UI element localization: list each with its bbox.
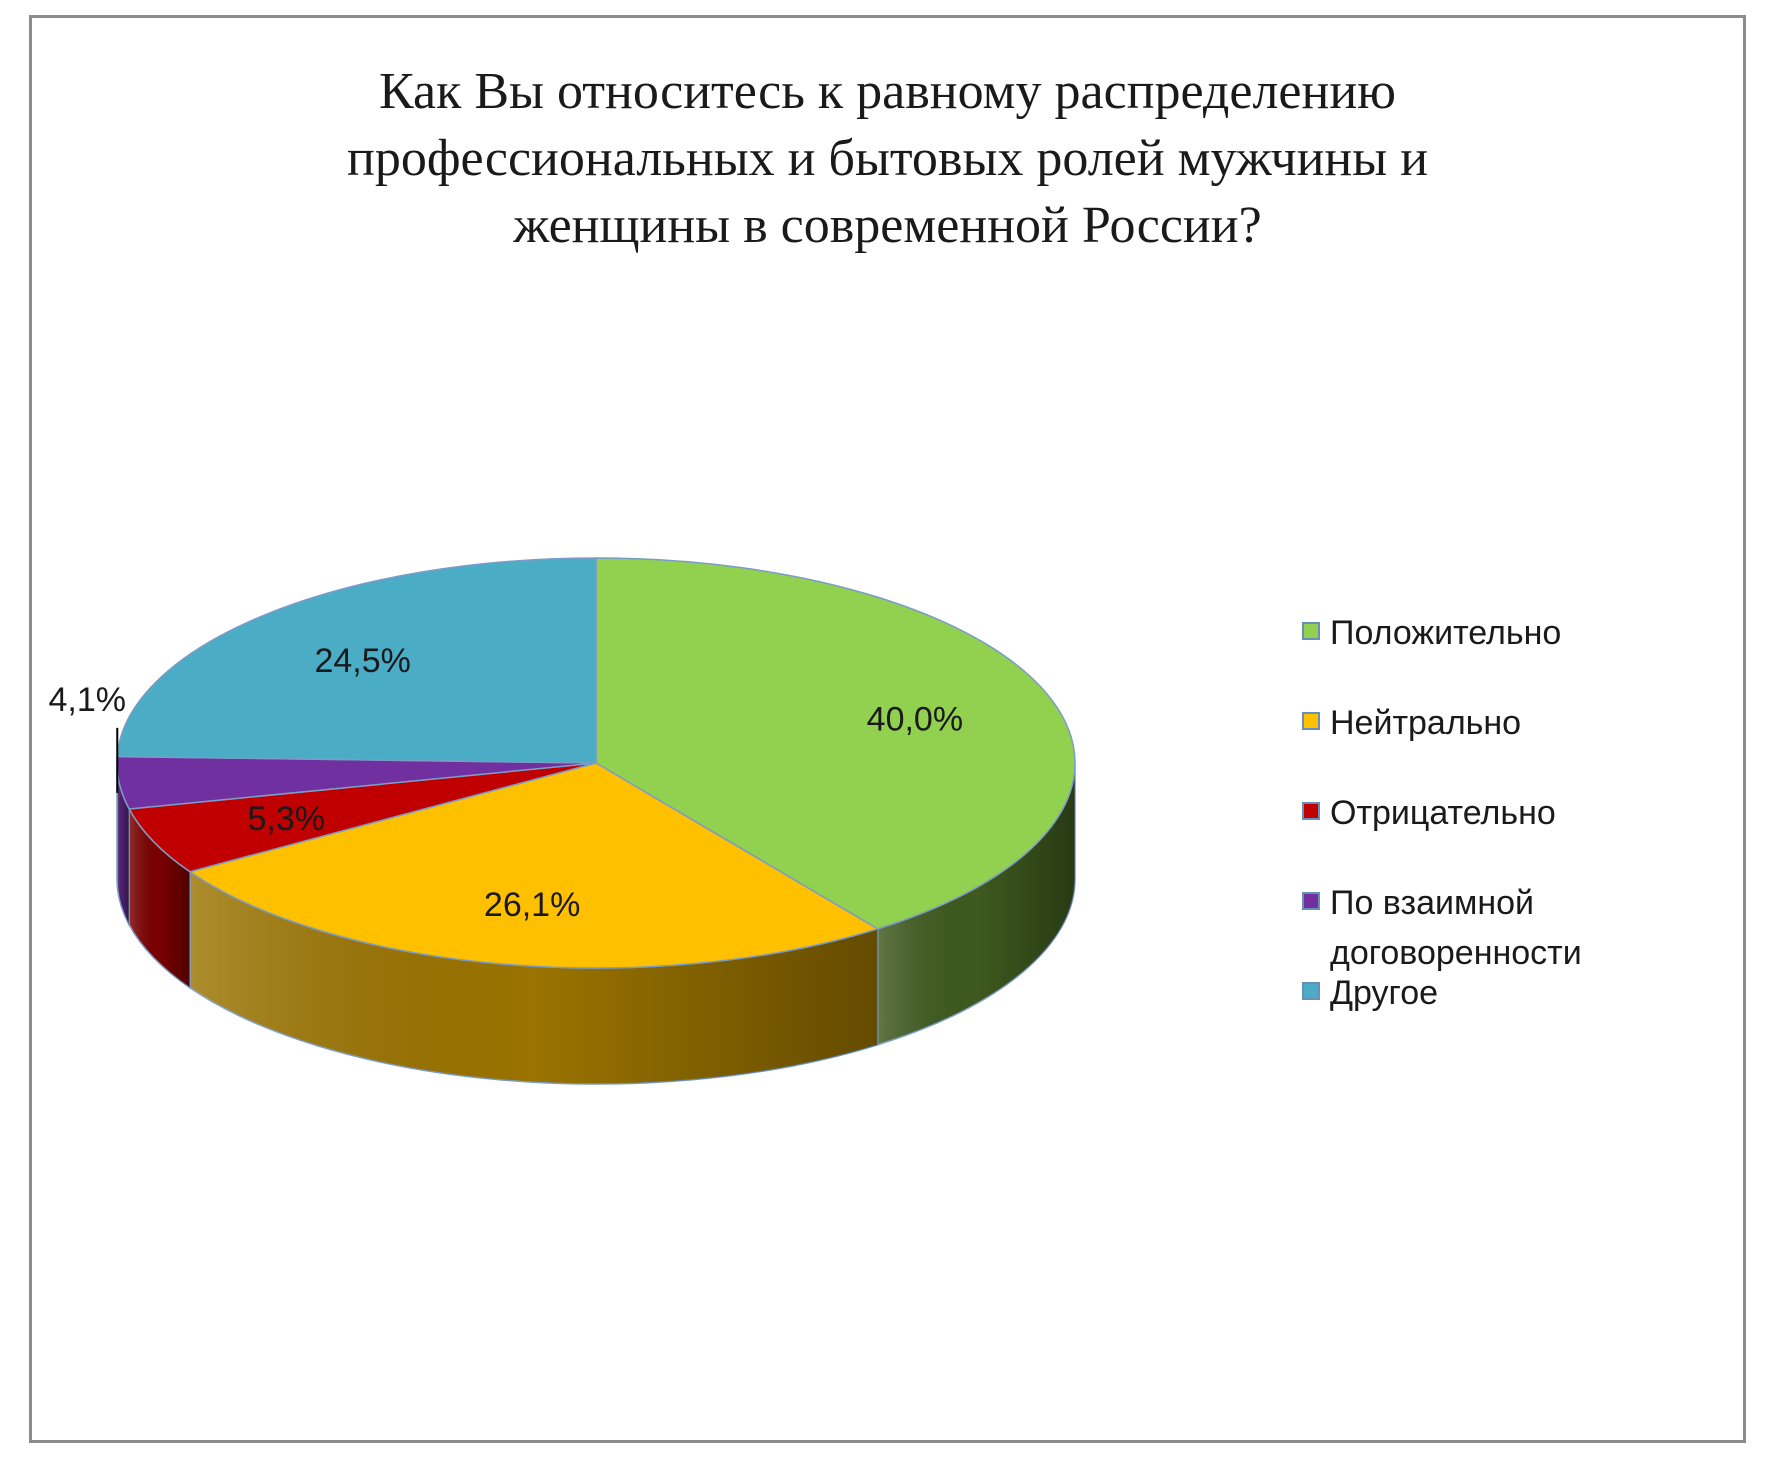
legend-swatch (1302, 892, 1320, 910)
legend-swatch (1302, 622, 1320, 640)
legend-label: Нейтрально (1330, 698, 1521, 748)
legend-label: Отрицательно (1330, 788, 1556, 838)
legend-swatch (1302, 802, 1320, 820)
legend-label: По взаимной договоренности (1330, 878, 1582, 978)
data-label-нейтрально: 26,1% (484, 886, 580, 924)
data-label-другое: 24,5% (314, 642, 410, 680)
data-label-положительно: 40,0% (867, 701, 963, 739)
legend-label: Положительно (1330, 608, 1561, 658)
data-label-по-взаимной-договоренности: 4,1% (49, 681, 127, 719)
legend-swatch (1302, 982, 1320, 1000)
pie-top (117, 558, 1075, 968)
data-label-отрицательно: 5,3% (247, 800, 325, 838)
legend-swatch (1302, 712, 1320, 730)
legend-label: Другое (1330, 968, 1438, 1018)
